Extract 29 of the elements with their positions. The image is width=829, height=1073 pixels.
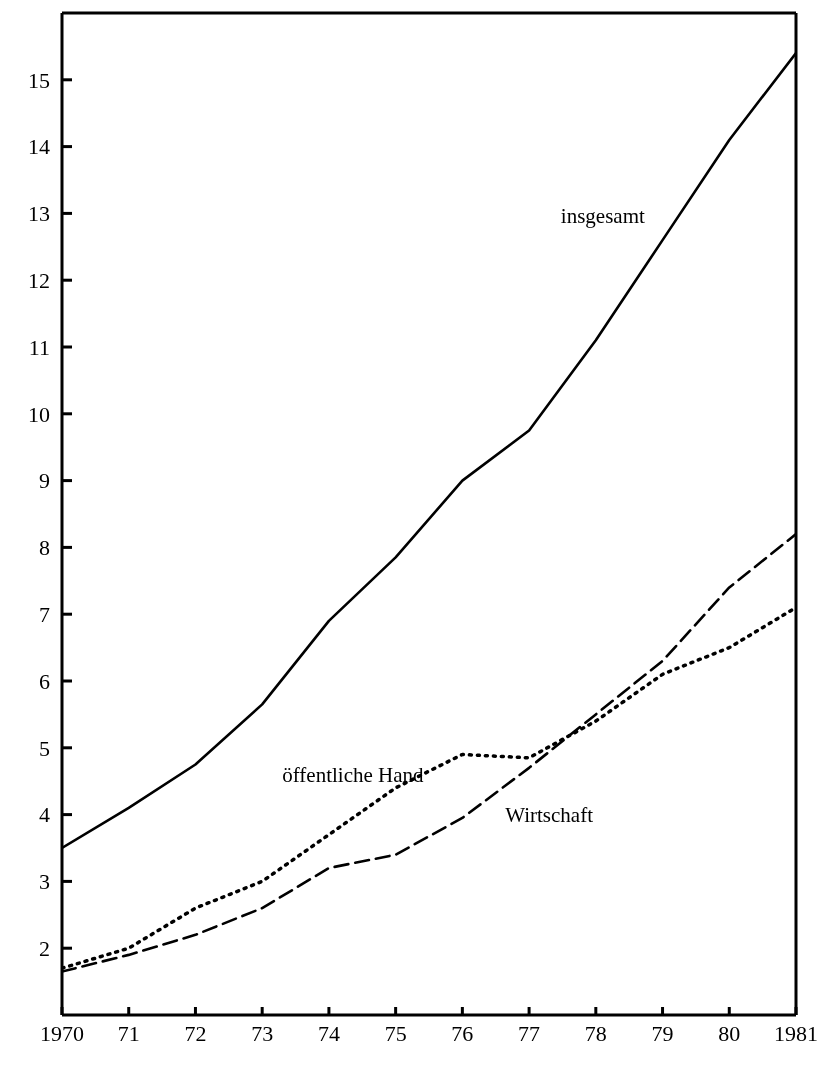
x-tick-label: 1970: [40, 1020, 84, 1046]
y-tick-label: 13: [28, 201, 50, 227]
x-tick-label: 77: [518, 1020, 541, 1046]
x-tick-label: 76: [451, 1020, 474, 1046]
x-tick-label: 75: [384, 1020, 407, 1046]
y-tick-label: 15: [28, 67, 50, 93]
x-tick-label: 78: [584, 1020, 607, 1046]
series-label: insgesamt: [560, 204, 645, 229]
y-tick-label: 3: [39, 869, 50, 895]
x-tick-label: 79: [651, 1020, 674, 1046]
x-tick-label: 80: [718, 1020, 741, 1046]
y-tick-label: 2: [39, 936, 50, 962]
x-tick-label: 73: [251, 1020, 274, 1046]
x-tick-label: 74: [317, 1020, 340, 1046]
x-tick-label: 71: [117, 1020, 140, 1046]
y-tick-label: 7: [39, 602, 50, 628]
y-tick-label: 4: [39, 802, 50, 828]
series-label: öffentliche Hand: [282, 762, 425, 787]
y-tick-label: 11: [28, 334, 50, 360]
y-tick-label: 8: [39, 535, 50, 561]
y-tick-label: 6: [39, 668, 50, 694]
y-tick-label: 5: [39, 735, 50, 761]
x-tick-label: 72: [184, 1020, 207, 1046]
y-tick-label: 12: [28, 268, 50, 294]
y-tick-label: 14: [28, 134, 50, 160]
x-tick-label: 1981: [774, 1020, 818, 1046]
y-tick-label: 10: [28, 401, 50, 427]
y-tick-label: 9: [39, 468, 50, 494]
series-label: Wirtschaft: [505, 802, 594, 827]
